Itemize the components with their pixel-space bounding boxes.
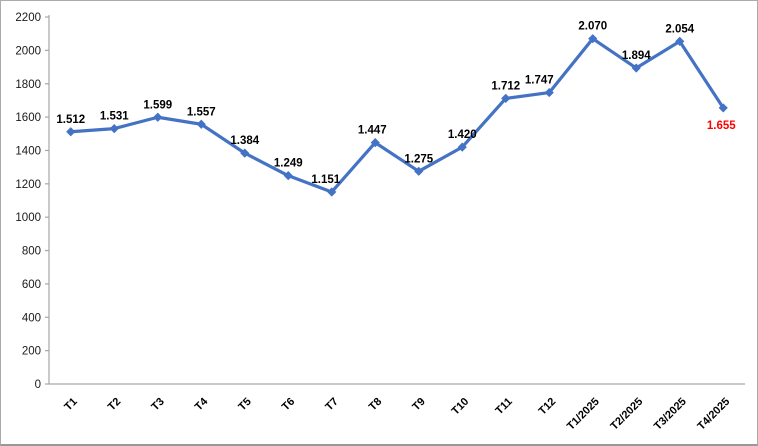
data-point-marker (675, 36, 685, 46)
y-axis-tick-label: 1600 (15, 112, 41, 124)
data-point-marker (457, 142, 467, 152)
x-axis-label: T2 (106, 396, 124, 414)
y-axis-tick-label: 600 (22, 279, 41, 291)
data-point-marker (588, 34, 598, 44)
data-point-marker (501, 93, 511, 104)
data-point-marker (240, 148, 250, 158)
data-point-marker (283, 171, 293, 181)
x-axis-label: T6 (280, 396, 298, 414)
y-axis-tick-label: 1200 (15, 179, 41, 191)
data-point-label: 1.249 (274, 158, 303, 170)
series-line (69, 37, 725, 194)
y-axis-tick-label: 1000 (15, 212, 41, 224)
y-axis-tick-label: 1400 (15, 145, 41, 157)
x-axis-label: T4/2025 (695, 396, 732, 433)
data-point-label: 1.655 (707, 120, 736, 132)
y-axis-tick-label: 0 (35, 379, 41, 391)
data-point-marker (718, 103, 728, 113)
x-axis-label: T12 (536, 396, 558, 418)
data-point-label: 2.070 (578, 21, 607, 33)
x-axis-label: T8 (367, 396, 385, 414)
y-axis-tick-label: 2000 (15, 45, 41, 57)
data-point-label: 1.447 (358, 125, 387, 137)
data-point-marker (327, 187, 337, 197)
x-axis-label: T1/2025 (565, 396, 602, 433)
data-point-label: 1.512 (56, 114, 85, 126)
data-point-marker (196, 119, 206, 129)
x-axis-label: T2/2025 (608, 396, 645, 433)
x-axis-label: T9 (410, 396, 428, 414)
data-point-marker (631, 63, 641, 73)
x-axis-label: T11 (493, 396, 514, 417)
data-point-label: 1.712 (491, 80, 520, 92)
x-axis-label: T3 (149, 396, 167, 414)
data-point-label: 1.894 (622, 50, 651, 62)
x-axis-label: T10 (449, 396, 471, 418)
data-point-marker (66, 127, 76, 137)
x-axis-label: T4 (193, 395, 211, 413)
data-point-marker (153, 112, 163, 122)
y-axis-tick-label: 1800 (15, 79, 41, 91)
data-point-label: 1.557 (187, 106, 216, 118)
data-point-label: 1.747 (525, 75, 554, 87)
data-point-label: 2.054 (665, 23, 694, 35)
data-point-label: 1.275 (404, 153, 433, 165)
y-axis-tick-label: 800 (22, 246, 41, 258)
data-point-label: 1.420 (448, 129, 477, 141)
data-point-marker (544, 87, 554, 98)
data-point-marker (109, 124, 119, 134)
y-axis-tick-label: 2200 (15, 12, 41, 24)
data-point-label: 1.151 (311, 174, 340, 186)
x-axis-label: T7 (323, 396, 341, 414)
data-point-label: 1.531 (100, 111, 129, 123)
data-point-marker (370, 138, 380, 148)
data-point-label: 1.384 (230, 135, 259, 147)
x-axis-label: T1 (62, 396, 80, 414)
data-point-label: 1.599 (143, 99, 172, 111)
data-point-marker (414, 166, 424, 176)
y-axis-tick-label: 200 (22, 346, 41, 358)
x-axis-label: T5 (236, 396, 254, 414)
x-axis-label: T3/2025 (652, 396, 689, 433)
y-axis-tick-label: 400 (22, 312, 41, 324)
